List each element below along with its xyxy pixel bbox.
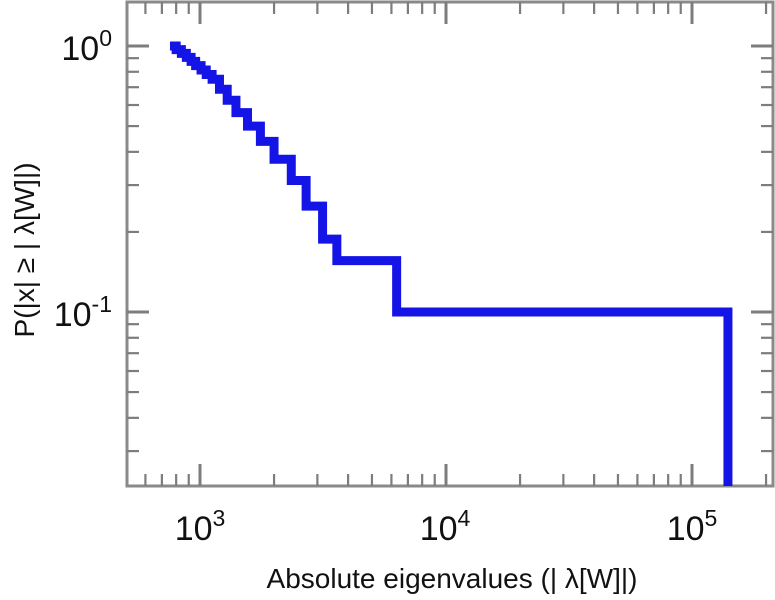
x-tick-label-1e4: 104 [420,505,471,548]
x-tick-label-1e5: 105 [667,505,718,548]
x-axis-title: Absolute eigenvalues (| λ[W]|) [267,563,638,594]
y-tick-labels: 100 10-1 [54,25,112,334]
x-tick-labels: 103 104 105 [175,505,718,548]
axis-ticks [127,2,773,486]
y-axis-title: P(|x| ≥ | λ[W]|) [9,162,40,337]
data-series-group [169,41,733,486]
y-tick-label-1e0: 100 [61,25,112,68]
plot-frame [125,0,775,488]
y-tick-label-1e-1: 10-1 [54,291,112,334]
data-series-line-0 [169,41,733,486]
x-tick-label-1e3: 103 [175,505,226,548]
